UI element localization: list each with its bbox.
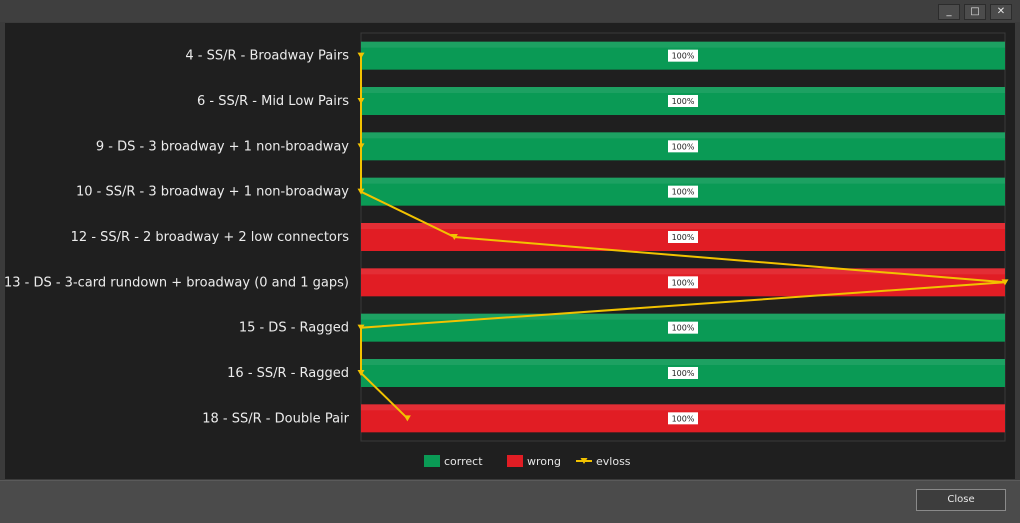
category-label: 4 - SS/R - Broadway Pairs xyxy=(185,49,349,64)
evloss-marker xyxy=(357,98,365,104)
bar-label: 100% xyxy=(672,142,695,151)
bar-label: 100% xyxy=(672,188,695,197)
evloss-marker xyxy=(357,370,365,376)
bar-label: 100% xyxy=(672,324,695,333)
evloss-marker xyxy=(403,415,411,422)
category-label: 16 - SS/R - Ragged xyxy=(227,366,349,381)
category-label: 15 - DS - Ragged xyxy=(239,321,349,336)
category-label: 18 - SS/R - Double Pair xyxy=(202,411,349,426)
bar-label-bg xyxy=(668,231,698,243)
legend-label-evloss: evloss xyxy=(596,455,631,468)
chart-panel: 4 - SS/R - Broadway Pairs 100% 6 - SS/R - … xyxy=(4,23,1015,479)
evloss-marker xyxy=(357,52,365,59)
evloss-marker xyxy=(357,324,365,331)
close-button[interactable]: Close xyxy=(916,489,1006,511)
bar-label: 100% xyxy=(672,278,695,287)
bar-label: 100% xyxy=(672,97,695,106)
title-bar: _ □ ✕ xyxy=(0,0,1020,22)
bar-label-bg xyxy=(668,95,698,107)
category-label: 9 - DS - 3 broadway + 1 non-broadway xyxy=(96,139,349,154)
bar-label-bg xyxy=(668,49,698,62)
legend-label-correct: correct xyxy=(444,455,483,468)
footer-bar xyxy=(0,480,1020,523)
category-label: 12 - SS/R - 2 broadway + 2 low connector… xyxy=(71,230,350,245)
bar-label: 100% xyxy=(672,52,695,61)
bar-highlight xyxy=(361,404,1005,411)
minimize-icon[interactable]: _ xyxy=(938,4,960,20)
bar-label-bg xyxy=(668,367,698,379)
bar-label: 100% xyxy=(672,369,695,378)
bar-highlight xyxy=(361,313,1005,320)
bar-label-bg xyxy=(668,185,698,198)
bar-label: 100% xyxy=(672,414,695,423)
legend-marker-evloss xyxy=(580,458,588,464)
maximize-icon[interactable]: □ xyxy=(964,4,986,20)
evloss-chart: 4 - SS/R - Broadway Pairs 100% 6 - SS/R - … xyxy=(4,32,1009,468)
bar-highlight xyxy=(361,268,1005,275)
category-label: 10 - SS/R - 3 broadway + 1 non-broadway xyxy=(76,185,349,200)
category-label: 6 - SS/R - Mid Low Pairs xyxy=(197,94,349,109)
bar-highlight xyxy=(361,87,1005,93)
bar-highlight xyxy=(361,41,1005,48)
evloss-marker xyxy=(1001,279,1009,286)
evloss-marker xyxy=(450,234,458,240)
bar-label-bg xyxy=(668,321,698,334)
close-window-icon[interactable]: ✕ xyxy=(990,4,1012,20)
legend-swatch-correct xyxy=(424,455,440,467)
bar-highlight xyxy=(361,177,1005,184)
bar-label-bg xyxy=(668,276,698,289)
bar-highlight xyxy=(361,132,1005,139)
bar-label-bg xyxy=(668,412,698,425)
category-label: 13 - DS - 3-card rundown + broadway (0 a… xyxy=(5,275,349,290)
bar-highlight xyxy=(361,359,1005,365)
legend-label-wrong: wrong xyxy=(527,455,561,468)
evloss-marker xyxy=(357,143,365,150)
evloss-marker xyxy=(357,188,365,195)
bar-highlight xyxy=(361,223,1005,229)
bar-label-bg xyxy=(668,140,698,153)
bar-label: 100% xyxy=(672,233,695,242)
legend-swatch-wrong xyxy=(507,455,523,467)
